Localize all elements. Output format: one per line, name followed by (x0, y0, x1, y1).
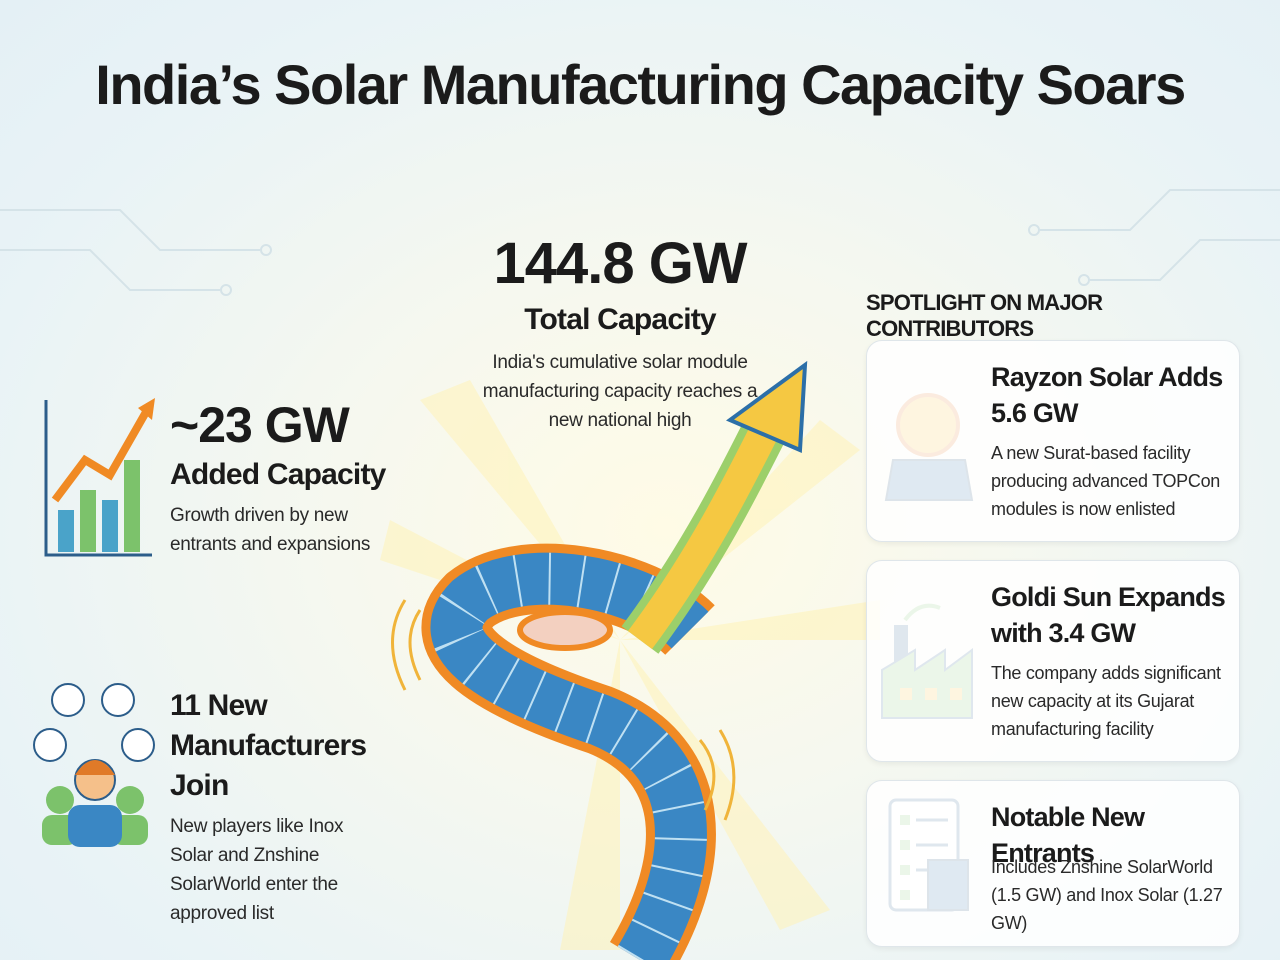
total-capacity: 144.8 GW Total Capacity India's cumulati… (470, 228, 770, 435)
people-icon (33, 683, 155, 847)
added-label: Added Capacity (170, 458, 386, 491)
new-manufacturers-description: New players like Inox Solar and Znshine … (170, 816, 344, 924)
total-description: India's cumulative solar module manufact… (482, 352, 758, 431)
added-value: ~23 GW (170, 397, 350, 453)
motion-lines (391, 599, 736, 821)
card-description: The company adds significant new capacit… (991, 663, 1221, 739)
card-title: Goldi Sun Expands with 3.4 GW (991, 582, 1226, 648)
contributor-card: Goldi Sun Expands with 3.4 GW The compan… (866, 560, 1240, 762)
contributor-card: Rayzon Solar Adds 5.6 GW A new Surat-bas… (866, 340, 1240, 542)
added-capacity: ~23 GW Added Capacity Growth driven by n… (170, 395, 390, 559)
added-description: Growth driven by new entrants and expans… (170, 505, 371, 555)
total-label: Total Capacity (524, 303, 716, 336)
growth-chart-icon (44, 398, 155, 557)
circuit-lines (0, 189, 1280, 296)
total-value: 144.8 GW (493, 231, 747, 296)
new-manufacturers: 11 New Manufacturers Join New players li… (170, 686, 410, 928)
contributor-card: Notable New Entrants Includes Znshine So… (866, 780, 1240, 947)
spotlight-heading: SPOTLIGHT ON MAJOR CONTRIBUTORS (866, 290, 1103, 341)
new-manufacturers-title: 11 New Manufacturers Join (170, 689, 367, 802)
card-description: A new Surat-based facility producing adv… (991, 443, 1220, 519)
card-title: Notable New Entrants (991, 802, 1145, 868)
page-title: India’s Solar Manufacturing Capacity Soa… (95, 53, 1186, 116)
card-title: Rayzon Solar Adds 5.6 GW (991, 362, 1223, 428)
spiral-ribbon (421, 360, 808, 960)
card-description: Includes Znshine SolarWorld (1.5 GW) and… (991, 857, 1223, 933)
